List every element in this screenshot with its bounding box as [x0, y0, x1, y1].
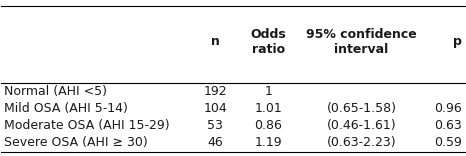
Text: p: p [453, 36, 462, 49]
Text: (0.65-1.58): (0.65-1.58) [326, 102, 397, 115]
Text: Normal (AHI <5): Normal (AHI <5) [4, 85, 107, 98]
Text: 0.63: 0.63 [434, 119, 462, 132]
Text: 104: 104 [204, 102, 227, 115]
Text: (0.46-1.61): (0.46-1.61) [327, 119, 396, 132]
Text: n: n [211, 36, 220, 49]
Text: 1: 1 [264, 85, 272, 98]
Text: 0.96: 0.96 [434, 102, 462, 115]
Text: Moderate OSA (AHI 15-29): Moderate OSA (AHI 15-29) [4, 119, 169, 132]
Text: 1.19: 1.19 [254, 136, 282, 149]
Text: Mild OSA (AHI 5-14): Mild OSA (AHI 5-14) [4, 102, 128, 115]
Text: 46: 46 [207, 136, 223, 149]
Text: 192: 192 [204, 85, 227, 98]
Text: 0.86: 0.86 [254, 119, 282, 132]
Text: 1.01: 1.01 [254, 102, 282, 115]
Text: Severe OSA (AHI ≥ 30): Severe OSA (AHI ≥ 30) [4, 136, 147, 149]
Text: 53: 53 [207, 119, 223, 132]
Text: (0.63-2.23): (0.63-2.23) [327, 136, 396, 149]
Text: 0.59: 0.59 [434, 136, 462, 149]
Text: Odds
ratio: Odds ratio [250, 28, 286, 56]
Text: 95% confidence
interval: 95% confidence interval [306, 28, 417, 56]
